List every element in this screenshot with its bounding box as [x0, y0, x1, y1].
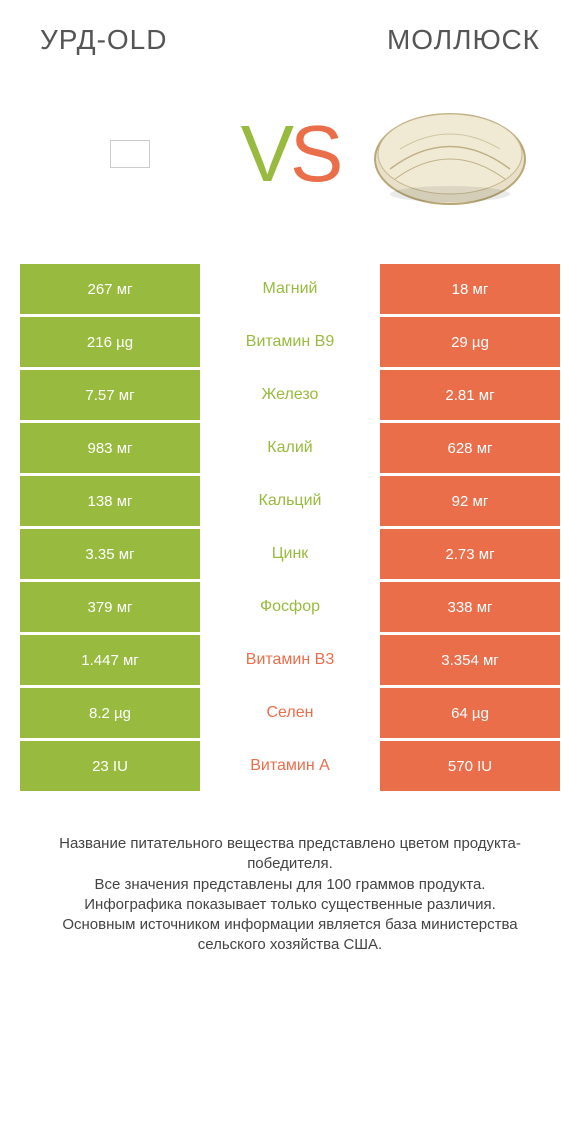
cell-label: Селен: [200, 688, 380, 738]
images-row: VS: [0, 64, 580, 264]
table-row: 379 мгФосфор338 мг: [20, 582, 560, 632]
comparison-table: 267 мгМагний18 мг216 µgВитамин B929 µg7.…: [20, 264, 560, 791]
footer-line1: Название питательного вещества представл…: [30, 834, 550, 875]
left-image-placeholder: [110, 140, 150, 168]
cell-right: 570 IU: [380, 741, 560, 791]
cell-left: 138 мг: [20, 476, 200, 526]
table-row: 983 мгКалий628 мг: [20, 423, 560, 473]
table-row: 7.57 мгЖелезо2.81 мг: [20, 370, 560, 420]
title-left: Урд-old: [40, 24, 167, 56]
cell-left: 8.2 µg: [20, 688, 200, 738]
cell-right: 92 мг: [380, 476, 560, 526]
cell-label: Магний: [200, 264, 380, 314]
footer-line3: Инфографика показывает только существенн…: [30, 895, 550, 915]
cell-label: Витамин A: [200, 741, 380, 791]
cell-label: Фосфор: [200, 582, 380, 632]
title-left-dash: -: [97, 24, 107, 55]
table-row: 138 мгКальций92 мг: [20, 476, 560, 526]
cell-left: 1.447 мг: [20, 635, 200, 685]
table-row: 216 µgВитамин B929 µg: [20, 317, 560, 367]
cell-right: 2.81 мг: [380, 370, 560, 420]
title-left-part1: Урд: [40, 24, 97, 55]
vs-label: VS: [241, 108, 340, 200]
title-left-part2: old: [107, 24, 168, 55]
table-row: 1.447 мгВитамин B33.354 мг: [20, 635, 560, 685]
cell-left: 267 мг: [20, 264, 200, 314]
cell-right: 3.354 мг: [380, 635, 560, 685]
vs-v: V: [241, 109, 290, 198]
table-row: 23 IUВитамин A570 IU: [20, 741, 560, 791]
cell-label: Кальций: [200, 476, 380, 526]
cell-label: Витамин B3: [200, 635, 380, 685]
right-image-box: [360, 84, 540, 224]
cell-label: Витамин B9: [200, 317, 380, 367]
cell-left: 379 мг: [20, 582, 200, 632]
cell-right: 628 мг: [380, 423, 560, 473]
cell-right: 18 мг: [380, 264, 560, 314]
cell-label: Железо: [200, 370, 380, 420]
clam-icon: [365, 94, 535, 214]
table-row: 8.2 µgСелен64 µg: [20, 688, 560, 738]
footer-line2: Все значения представлены для 100 граммо…: [30, 875, 550, 895]
vs-s: S: [290, 109, 339, 198]
left-image-box: [40, 84, 220, 224]
table-row: 3.35 мгЦинк2.73 мг: [20, 529, 560, 579]
table-row: 267 мгМагний18 мг: [20, 264, 560, 314]
cell-label: Калий: [200, 423, 380, 473]
cell-right: 64 µg: [380, 688, 560, 738]
cell-left: 216 µg: [20, 317, 200, 367]
cell-left: 3.35 мг: [20, 529, 200, 579]
footer-text: Название питательного вещества представл…: [0, 794, 580, 956]
cell-right: 338 мг: [380, 582, 560, 632]
footer-line4: Основным источником информации является …: [30, 915, 550, 956]
cell-left: 983 мг: [20, 423, 200, 473]
header: Урд-old Моллюск: [0, 0, 580, 64]
cell-left: 7.57 мг: [20, 370, 200, 420]
cell-left: 23 IU: [20, 741, 200, 791]
title-right: Моллюск: [387, 24, 540, 56]
cell-right: 29 µg: [380, 317, 560, 367]
cell-label: Цинк: [200, 529, 380, 579]
cell-right: 2.73 мг: [380, 529, 560, 579]
